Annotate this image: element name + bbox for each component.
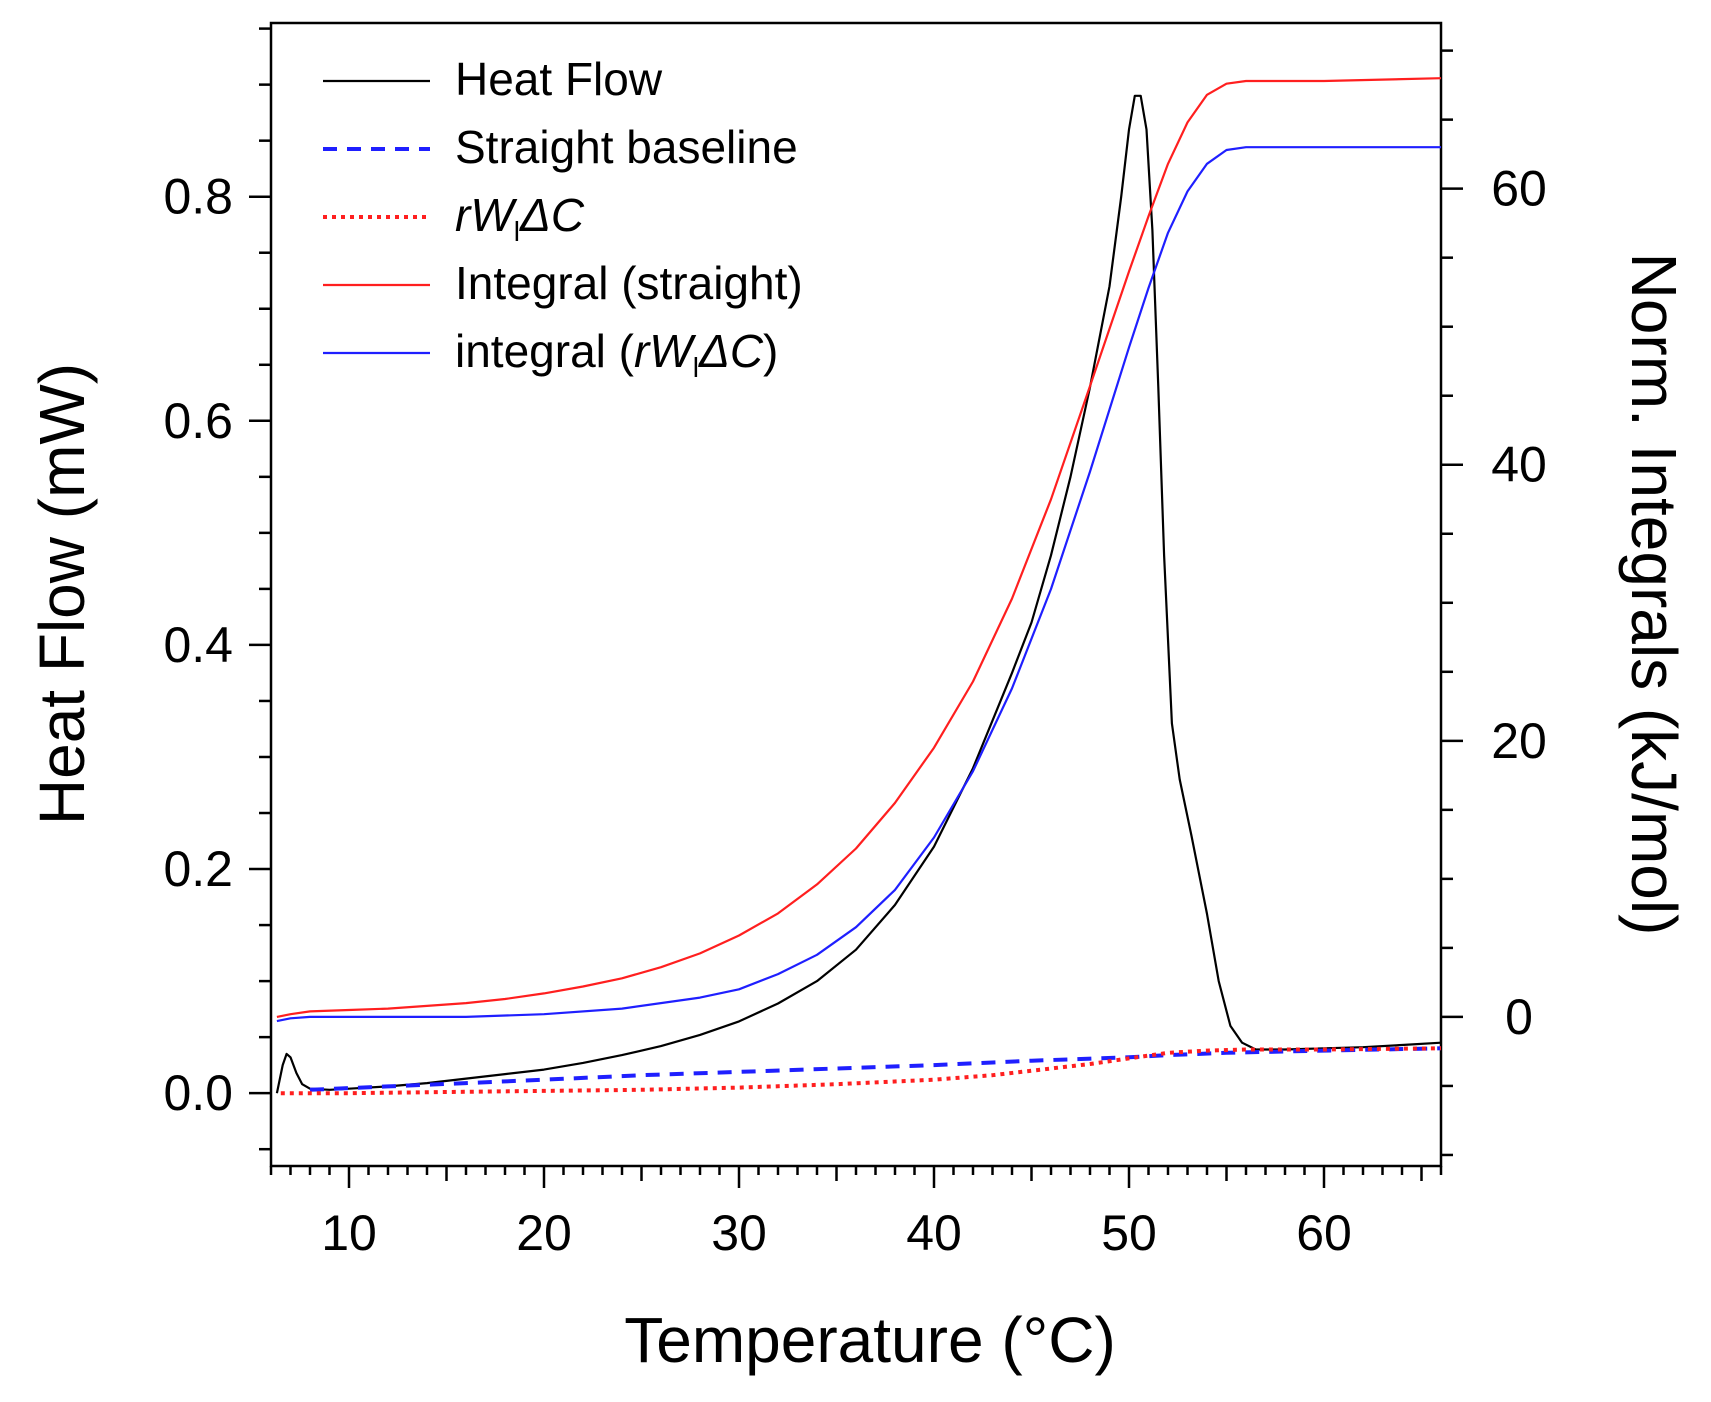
y-tick-label: 0.6 bbox=[163, 393, 233, 449]
x-tick-label: 40 bbox=[906, 1205, 962, 1261]
series-line-4 bbox=[276, 146, 1441, 1023]
x-axis-title: Temperature (°C) bbox=[624, 1304, 1116, 1376]
y2-tick-label: 60 bbox=[1491, 161, 1547, 217]
y2-axis-title: Norm. Integrals (kJ/mol) bbox=[1618, 253, 1690, 936]
legend-label-3: Integral (straight) bbox=[455, 257, 803, 309]
legend-label-2: rWlΔC bbox=[455, 189, 585, 247]
x-tick-label: 30 bbox=[711, 1205, 767, 1261]
y-tick-label: 0.4 bbox=[163, 617, 233, 673]
y-tick-label: 0.8 bbox=[163, 169, 233, 225]
plot-area-frame bbox=[269, 21, 1443, 1168]
y2-tick-label: 20 bbox=[1491, 713, 1547, 769]
y-tick-label: 0.2 bbox=[163, 841, 233, 897]
series-line-3 bbox=[276, 77, 1442, 1018]
legend-label-4: integral (rWlΔC) bbox=[455, 325, 778, 383]
x-tick-label: 20 bbox=[516, 1205, 572, 1261]
series-line-1 bbox=[309, 1046, 1442, 1092]
series-line-2 bbox=[280, 1046, 1442, 1096]
y2-tick-label: 40 bbox=[1491, 437, 1547, 493]
x-tick-label: 10 bbox=[321, 1205, 377, 1261]
legend-label-1: Straight baseline bbox=[455, 121, 798, 173]
x-tick-label: 60 bbox=[1296, 1205, 1352, 1261]
legend: Heat Flow Straight baseline rWlΔC Integral … bbox=[323, 53, 803, 383]
y2-tick-label: 0 bbox=[1505, 989, 1533, 1045]
legend-label-0: Heat Flow bbox=[455, 53, 663, 105]
x-tick-label: 50 bbox=[1101, 1205, 1157, 1261]
series-line-0 bbox=[275, 94, 1442, 1094]
y-axis-title: Heat Flow (mW) bbox=[26, 363, 98, 825]
ticks-layer bbox=[249, 27, 1463, 1188]
y-tick-label: 0.0 bbox=[163, 1065, 233, 1121]
series-layer bbox=[275, 77, 1442, 1096]
labels-layer: 10 20 30 40 50 60 0.0 0.2 0.4 0.6 0.8 0 20 40 60 bbox=[163, 161, 1546, 1261]
